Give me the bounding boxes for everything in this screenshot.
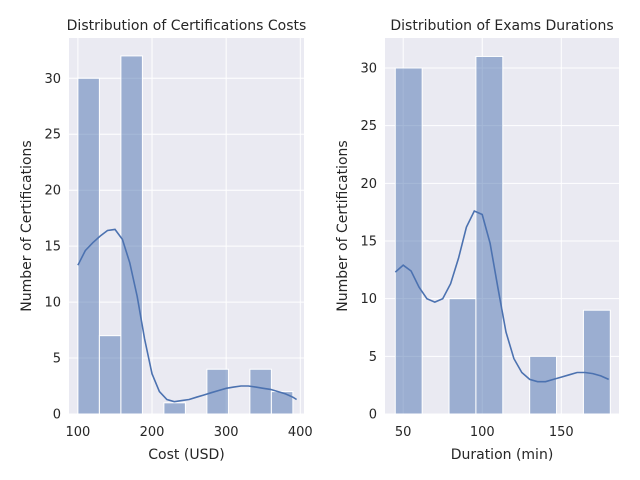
y-tick-label: 10 xyxy=(44,296,61,311)
histogram-bar xyxy=(270,391,294,415)
histogram-bar xyxy=(394,67,423,415)
histogram-bar xyxy=(98,335,122,415)
y-tick-label: 20 xyxy=(360,177,377,192)
x-tick-label: 100 xyxy=(65,425,90,440)
histogram-bar xyxy=(163,402,186,415)
y-tick-label: 0 xyxy=(53,408,61,423)
histogram-bar xyxy=(448,298,477,415)
y-tick-label: 20 xyxy=(44,184,61,199)
histogram-bar xyxy=(120,55,143,415)
y-axis-label: Number of Certifications xyxy=(335,140,351,311)
y-tick-label: 10 xyxy=(360,292,377,307)
histogram-bar xyxy=(475,55,504,415)
x-axis-label: Cost (USD) xyxy=(148,447,224,463)
x-axis-label: Duration (min) xyxy=(451,447,554,463)
chart-panel-1: 0 5 10 15 20 25 30 100 200 300 400 Distribution of … xyxy=(19,18,313,463)
y-tick-label: 25 xyxy=(360,119,377,134)
histogram-bar xyxy=(582,309,611,415)
y-tick-label: 30 xyxy=(360,61,377,76)
y-tick-label: 0 xyxy=(369,408,377,423)
chart-panel-2: 0 5 10 15 20 25 30 50 100 150 Distribution of Exam… xyxy=(335,18,619,463)
histogram-bar xyxy=(249,368,272,415)
chart-title: Distribution of Certifications Costs xyxy=(67,18,307,34)
y-tick-label: 30 xyxy=(44,72,61,87)
x-tick-label: 300 xyxy=(214,425,239,440)
y-tick-label: 15 xyxy=(44,240,61,255)
y-tick-label: 15 xyxy=(360,234,377,249)
y-tick-label: 5 xyxy=(369,350,377,365)
x-tick-label: 400 xyxy=(288,425,313,440)
y-tick-label: 25 xyxy=(44,128,61,143)
chart-title: Distribution of Exams Durations xyxy=(390,18,613,34)
x-tick-label: 150 xyxy=(549,425,574,440)
x-tick-label: 50 xyxy=(395,425,412,440)
y-tick-label: 5 xyxy=(53,352,61,367)
y-axis-label: Number of Certifications xyxy=(19,140,35,311)
x-tick-label: 200 xyxy=(140,425,165,440)
kde-line xyxy=(77,228,298,403)
histogram-bar xyxy=(529,355,558,415)
kde-line xyxy=(394,209,610,383)
x-tick-label: 100 xyxy=(470,425,495,440)
